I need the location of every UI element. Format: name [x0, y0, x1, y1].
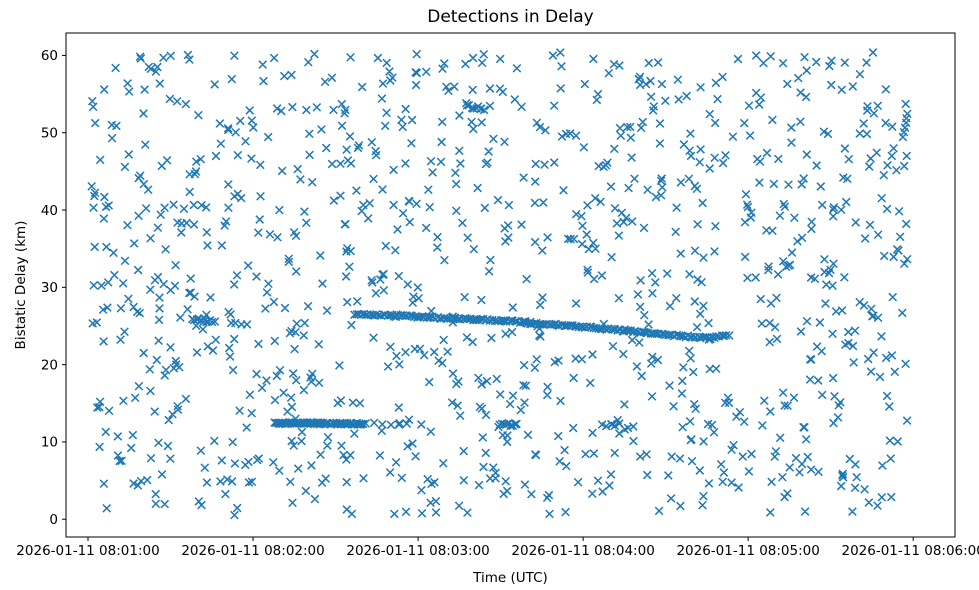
- series-cluster-12km-b: [597, 419, 638, 434]
- y-tick-label: 40: [41, 203, 58, 219]
- y-tick-label: 10: [41, 435, 58, 451]
- x-axis-label: Time (UTC): [472, 570, 548, 586]
- y-axis-ticks: 0 10 20 30 40 50 60: [41, 48, 66, 528]
- x-tick-label: 2026-01-11 08:05:00: [676, 543, 819, 559]
- y-tick-label: 0: [49, 512, 58, 528]
- y-tick-label: 50: [41, 126, 58, 142]
- chart-title: Detections in Delay: [427, 7, 594, 27]
- y-tick-label: 30: [41, 280, 58, 296]
- x-axis-ticks: 2026-01-11 08:01:00 2026-01-11 08:02:00 20…: [16, 537, 979, 559]
- x-tick-label: 2026-01-11 08:03:00: [346, 543, 489, 559]
- y-tick-label: 20: [41, 357, 58, 373]
- y-axis-label: Bistatic Delay (km): [13, 221, 29, 350]
- series-target-track-26km-descending: [350, 309, 734, 344]
- scatter-markers: [87, 48, 912, 520]
- x-tick-label: 2026-01-11 08:01:00: [16, 543, 159, 559]
- series-background-detections: [87, 48, 912, 520]
- series-cluster-53km: [462, 100, 489, 115]
- series-cluster-26km-early: [187, 314, 220, 327]
- series-cluster-50km-right: [898, 109, 912, 142]
- series-cluster-12km-a: [494, 418, 521, 432]
- plot-area: [65, 32, 956, 538]
- x-tick-label: 2026-01-11 08:02:00: [181, 543, 324, 559]
- x-tick-label: 2026-01-11 08:06:00: [841, 543, 979, 559]
- x-tick-label: 2026-01-11 08:04:00: [511, 543, 654, 559]
- y-tick-label: 60: [41, 48, 58, 64]
- series-target-track-12km-horizontal: [270, 417, 412, 430]
